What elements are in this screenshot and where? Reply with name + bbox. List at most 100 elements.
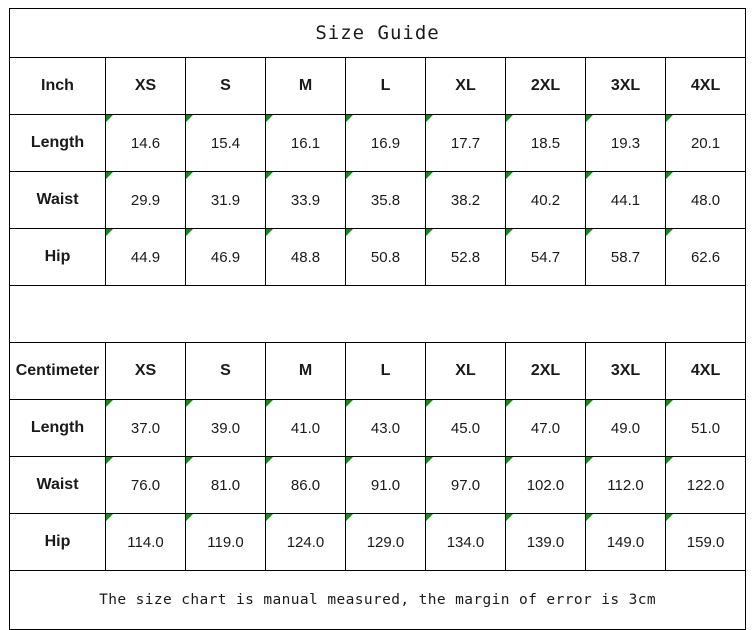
row-label: Hip	[9, 513, 106, 571]
cell-value: 51.0	[690, 419, 721, 437]
cell-flag-icon	[666, 400, 673, 407]
centimeter-header-row: Centimeter XS S M L XL 2XL 3XL 4XL	[9, 342, 747, 400]
cell-value: 17.7	[450, 134, 481, 152]
data-cell: 86.0	[265, 456, 346, 514]
cell-flag-icon	[346, 457, 353, 464]
data-cell: 119.0	[185, 513, 266, 571]
cell-value: 122.0	[686, 476, 725, 494]
cell-flag-icon	[666, 457, 673, 464]
data-cell: 40.2	[505, 171, 586, 229]
size-header-2xl: 2XL	[505, 57, 586, 115]
centimeter-unit-header: Centimeter	[9, 342, 106, 400]
cell-flag-icon	[426, 400, 433, 407]
cell-value: 47.0	[530, 419, 561, 437]
cell-value: 76.0	[130, 476, 161, 494]
cell-flag-icon	[506, 115, 513, 122]
cell-flag-icon	[586, 400, 593, 407]
table-row: Length 14.6 15.4 16.1 16.9 17.7 18.5 19.…	[9, 114, 747, 172]
cell-flag-icon	[426, 172, 433, 179]
data-cell: 159.0	[664, 513, 747, 571]
data-cell: 122.0	[664, 456, 747, 514]
size-header-xl: XL	[425, 342, 506, 400]
data-cell: 129.0	[345, 513, 426, 571]
data-cell: 14.6	[105, 114, 186, 172]
data-cell: 81.0	[185, 456, 266, 514]
size-header-xs: XS	[105, 57, 186, 115]
cell-value: 33.9	[290, 191, 321, 209]
cell-value: 44.9	[130, 248, 161, 266]
data-cell: 52.8	[425, 228, 506, 286]
cell-value: 134.0	[446, 533, 485, 551]
data-cell: 48.8	[265, 228, 346, 286]
data-cell: 139.0	[505, 513, 586, 571]
cell-flag-icon	[106, 172, 113, 179]
cell-value: 16.1	[290, 134, 321, 152]
cell-flag-icon	[186, 514, 193, 521]
data-cell: 114.0	[105, 513, 186, 571]
data-cell: 31.9	[185, 171, 266, 229]
data-cell: 17.7	[425, 114, 506, 172]
cell-value: 54.7	[530, 248, 561, 266]
cell-value: 129.0	[366, 533, 405, 551]
inch-unit-header: Inch	[9, 57, 106, 115]
row-label: Length	[9, 399, 106, 457]
cell-value: 139.0	[526, 533, 565, 551]
table-row: Length 37.0 39.0 41.0 43.0 45.0 47.0 49.…	[9, 399, 747, 457]
size-header-4xl: 4XL	[664, 57, 747, 115]
data-cell: 35.8	[345, 171, 426, 229]
cell-value: 159.0	[686, 533, 725, 551]
data-cell: 45.0	[425, 399, 506, 457]
data-cell: 58.7	[585, 228, 666, 286]
data-cell: 29.9	[105, 171, 186, 229]
data-cell: 76.0	[105, 456, 186, 514]
cell-flag-icon	[426, 115, 433, 122]
cell-flag-icon	[266, 400, 273, 407]
data-cell: 19.3	[585, 114, 666, 172]
cell-flag-icon	[506, 172, 513, 179]
data-cell: 38.2	[425, 171, 506, 229]
measurement-disclaimer: The size chart is manual measured, the m…	[8, 570, 747, 630]
cell-value: 16.9	[370, 134, 401, 152]
cell-value: 86.0	[290, 476, 321, 494]
size-header-s: S	[185, 342, 266, 400]
size-header-3xl: 3XL	[585, 57, 666, 115]
cell-flag-icon	[426, 229, 433, 236]
cell-flag-icon	[506, 514, 513, 521]
cell-value: 149.0	[606, 533, 645, 551]
data-cell: 16.9	[345, 114, 426, 172]
cell-flag-icon	[186, 229, 193, 236]
cell-value: 38.2	[450, 191, 481, 209]
cell-value: 44.1	[610, 191, 641, 209]
data-cell: 43.0	[345, 399, 426, 457]
data-cell: 102.0	[505, 456, 586, 514]
cell-value: 52.8	[450, 248, 481, 266]
size-header-xl: XL	[425, 57, 506, 115]
cell-flag-icon	[586, 115, 593, 122]
spacer-row	[8, 285, 747, 343]
cell-value: 14.6	[130, 134, 161, 152]
cell-flag-icon	[586, 514, 593, 521]
size-header-l: L	[345, 342, 426, 400]
cell-flag-icon	[266, 457, 273, 464]
cell-value: 20.1	[690, 134, 721, 152]
data-cell: 33.9	[265, 171, 346, 229]
cell-value: 31.9	[210, 191, 241, 209]
cell-flag-icon	[346, 400, 353, 407]
row-label: Waist	[9, 171, 106, 229]
cell-value: 124.0	[286, 533, 325, 551]
cell-flag-icon	[586, 229, 593, 236]
title-row: Size Guide	[8, 8, 747, 58]
cell-value: 81.0	[210, 476, 241, 494]
cell-flag-icon	[666, 229, 673, 236]
inch-header-row: Inch XS S M L XL 2XL 3XL 4XL	[9, 57, 747, 115]
data-cell: 134.0	[425, 513, 506, 571]
cell-flag-icon	[666, 115, 673, 122]
cell-flag-icon	[266, 514, 273, 521]
cell-value: 58.7	[610, 248, 641, 266]
footer-row: The size chart is manual measured, the m…	[8, 570, 747, 630]
data-cell: 44.9	[105, 228, 186, 286]
cell-flag-icon	[426, 514, 433, 521]
table-spacer	[8, 285, 747, 343]
size-header-3xl: 3XL	[585, 342, 666, 400]
